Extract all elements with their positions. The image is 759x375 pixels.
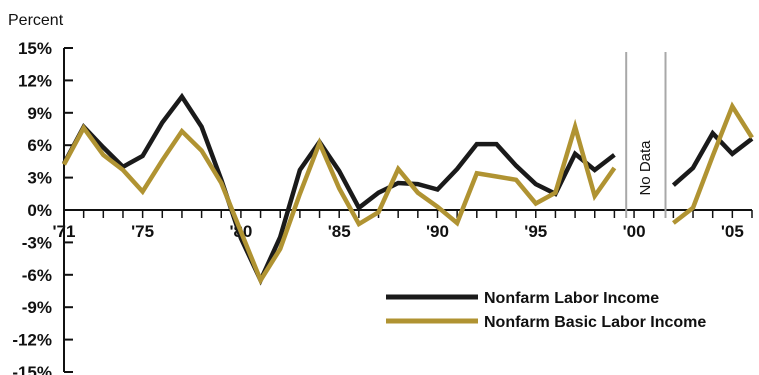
series-line-1-segment-1 (62, 92, 616, 286)
x-tick-label: '05 (721, 222, 744, 241)
x-axis: '71'75'80'85'90'95'00'05 (53, 209, 753, 241)
y-tick-label: -3% (22, 233, 52, 252)
y-tick-label: 15% (18, 39, 52, 58)
y-tick-label: -15% (12, 363, 52, 375)
y-tick-label: 9% (27, 104, 52, 123)
x-tick-label: '95 (524, 222, 547, 241)
no-data-label: No Data (637, 140, 654, 196)
y-tick-label: -9% (22, 298, 52, 317)
x-tick-label: '90 (426, 222, 449, 241)
plot-area (62, 92, 754, 286)
y-tick-label: 0% (27, 201, 52, 220)
y-tick-label: -12% (12, 331, 52, 350)
y-tick-label: 6% (27, 136, 52, 155)
series-line-2-segment-2 (672, 101, 754, 225)
x-tick-label: '71 (53, 222, 76, 241)
series-line-1-segment-2 (671, 129, 754, 187)
x-tick-label: '00 (623, 222, 646, 241)
y-tick-label: -6% (22, 266, 52, 285)
legend: Nonfarm Labor Income Nonfarm Basic Labor … (386, 290, 706, 331)
x-tick-label: '75 (131, 222, 154, 241)
series-line-2-segment-1 (62, 118, 617, 286)
legend-label-2: Nonfarm Basic Labor Income (484, 314, 706, 331)
no-data-region: No Data (625, 52, 667, 218)
y-axis: 15% 12% 9% 6% 3% 0% -3% -6% -9% -12% -15% (12, 39, 73, 375)
x-tick-label: '85 (328, 222, 351, 241)
legend-label-1: Nonfarm Labor Income (484, 290, 659, 307)
y-tick-label: 12% (18, 71, 52, 90)
y-axis-unit-label: Percent (8, 12, 64, 29)
y-tick-label: 3% (27, 169, 52, 188)
